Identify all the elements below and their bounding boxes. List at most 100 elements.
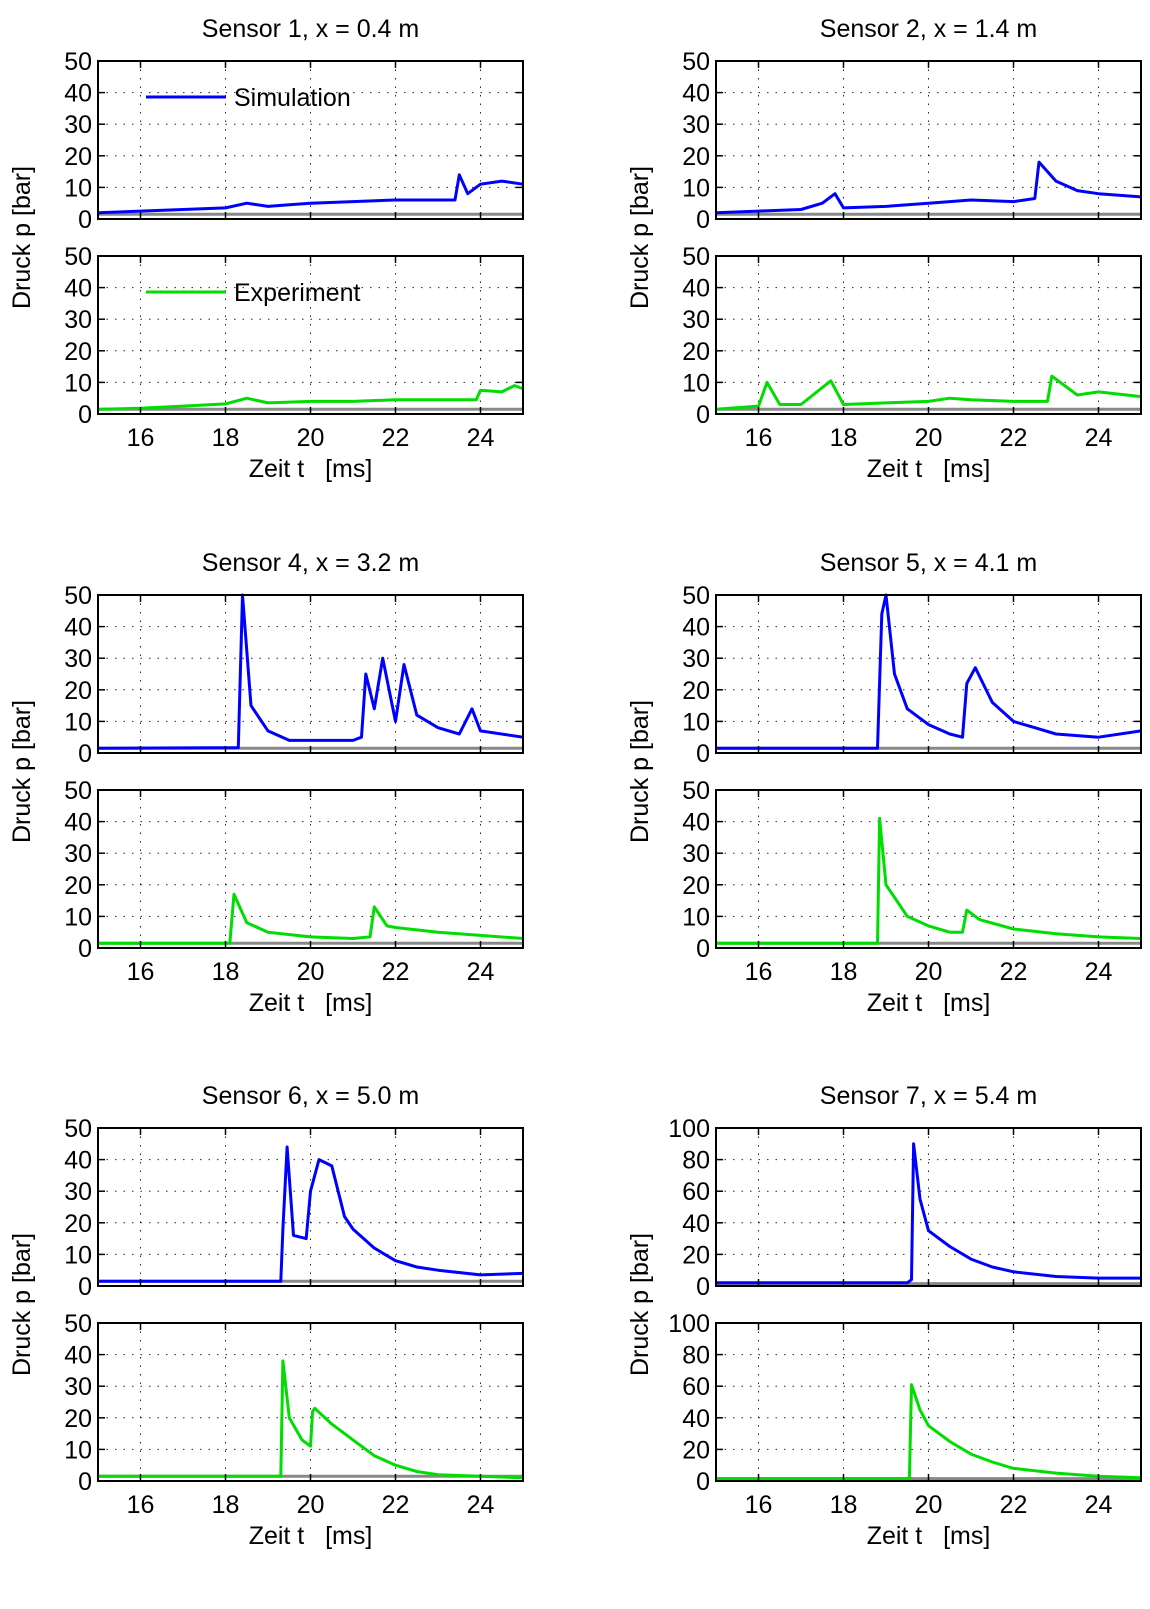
axes-experiment: 0 10 20 30 40 50 16 18 20 22 24 Zeit t [ms] bbox=[64, 1310, 524, 1550]
y-tick-label: 40 bbox=[682, 1210, 710, 1238]
y-tick-label: 20 bbox=[64, 677, 92, 705]
y-tick-label: 0 bbox=[696, 401, 710, 429]
x-tick-label: 16 bbox=[127, 958, 155, 986]
x-tick-label: 16 bbox=[127, 424, 155, 452]
y-tick-label: 50 bbox=[64, 243, 92, 271]
y-tick-label: 40 bbox=[64, 80, 92, 108]
x-tick-label: 24 bbox=[1085, 958, 1113, 986]
x-tick-label: 24 bbox=[467, 958, 495, 986]
y-axis-label: Druck p [bar] bbox=[8, 166, 36, 309]
axes-frame bbox=[715, 1322, 1142, 1482]
y-tick-label: 50 bbox=[682, 777, 710, 805]
axes-frame bbox=[97, 594, 524, 754]
y-tick-label: 40 bbox=[64, 275, 92, 303]
panel-title: Sensor 7, x = 5.4 m bbox=[820, 1082, 1037, 1110]
y-tick-label: 30 bbox=[64, 840, 92, 868]
x-tick-label: 20 bbox=[915, 958, 943, 986]
y-tick-label: 0 bbox=[696, 1273, 710, 1301]
y-tick-label: 60 bbox=[682, 1178, 710, 1206]
y-tick-label: 10 bbox=[64, 1241, 92, 1269]
x-tick-label: 22 bbox=[1000, 958, 1028, 986]
series-line-simulation bbox=[97, 593, 524, 750]
series-line-experiment bbox=[97, 384, 524, 411]
y-tick-label: 20 bbox=[682, 338, 710, 366]
y-tick-label: 40 bbox=[64, 1147, 92, 1175]
y-tick-label: 50 bbox=[682, 48, 710, 76]
y-tick-label: 0 bbox=[78, 935, 92, 963]
y-tick-label: 40 bbox=[64, 1342, 92, 1370]
y-tick-label: 10 bbox=[64, 369, 92, 397]
y-tick-label: 40 bbox=[682, 1405, 710, 1433]
y-tick-label: 20 bbox=[64, 143, 92, 171]
y-tick-label: 20 bbox=[682, 143, 710, 171]
axes-frame bbox=[715, 1127, 1142, 1287]
series-line-simulation bbox=[98, 1145, 524, 1283]
series-line-simulation bbox=[716, 593, 1142, 750]
axes-simulation: 0 20 40 60 80 100 bbox=[668, 1115, 1142, 1301]
y-tick-label: 20 bbox=[64, 1405, 92, 1433]
y-tick-label: 20 bbox=[682, 677, 710, 705]
y-tick-label: 40 bbox=[64, 614, 92, 642]
y-tick-label: 0 bbox=[696, 740, 710, 768]
x-tick-label: 16 bbox=[745, 1491, 773, 1519]
y-tick-label: 50 bbox=[64, 582, 92, 610]
axes-frame bbox=[715, 594, 1142, 754]
y-tick-label: 10 bbox=[64, 708, 92, 736]
y-tick-label: 40 bbox=[682, 809, 710, 837]
y-tick-label: 20 bbox=[64, 338, 92, 366]
y-tick-label: 10 bbox=[64, 174, 92, 202]
y-tick-label: 10 bbox=[64, 903, 92, 931]
y-tick-label: 30 bbox=[64, 306, 92, 334]
y-tick-label: 10 bbox=[682, 903, 710, 931]
axes-simulation: 0 10 20 30 40 50 Simulation bbox=[64, 48, 524, 234]
sensor-panel-3: Sensor 4, x = 3.2 m Druck p [bar] 0 10 20 30 4… bbox=[8, 549, 524, 1017]
y-tick-label: 0 bbox=[78, 1273, 92, 1301]
y-tick-label: 100 bbox=[668, 1310, 710, 1338]
sensor-panel-4: Sensor 5, x = 4.1 m Druck p [bar] 0 10 20 30 4… bbox=[626, 549, 1142, 1017]
panel-title: Sensor 2, x = 1.4 m bbox=[820, 15, 1037, 43]
x-tick-label: 16 bbox=[745, 958, 773, 986]
y-tick-label: 0 bbox=[696, 206, 710, 234]
legend-label: Experiment bbox=[234, 279, 360, 307]
legend-label: Simulation bbox=[234, 84, 351, 112]
x-tick-label: 18 bbox=[212, 1491, 240, 1519]
axes-experiment: 0 10 20 30 40 50 16 18 20 22 24 Zeit t [ms] bbox=[682, 243, 1142, 483]
y-tick-label: 30 bbox=[682, 645, 710, 673]
x-tick-label: 24 bbox=[1085, 424, 1113, 452]
x-tick-label: 16 bbox=[745, 424, 773, 452]
y-tick-label: 0 bbox=[78, 1468, 92, 1496]
y-tick-label: 50 bbox=[64, 1115, 92, 1143]
axes-experiment: 0 10 20 30 40 50 16 18 20 22 24 Zeit t [ms] bbox=[682, 777, 1142, 1017]
legend-simulation: Simulation bbox=[146, 84, 351, 112]
axes-frame bbox=[97, 1322, 524, 1482]
y-tick-label: 20 bbox=[682, 1436, 710, 1464]
axes-experiment: 0 20 40 60 80 100 16 18 20 22 24 Zeit t [ms] bbox=[668, 1310, 1142, 1550]
x-tick-label: 20 bbox=[297, 958, 325, 986]
x-axis-label: Zeit t [ms] bbox=[249, 989, 373, 1017]
x-axis-label: Zeit t [ms] bbox=[249, 455, 373, 483]
x-tick-label: 16 bbox=[127, 1491, 155, 1519]
x-tick-label: 20 bbox=[297, 1491, 325, 1519]
y-tick-label: 10 bbox=[682, 369, 710, 397]
x-tick-label: 18 bbox=[830, 958, 858, 986]
y-tick-label: 80 bbox=[682, 1147, 710, 1175]
y-axis-label: Druck p [bar] bbox=[626, 166, 654, 309]
y-tick-label: 0 bbox=[78, 401, 92, 429]
y-tick-label: 0 bbox=[696, 935, 710, 963]
x-axis-label: Zeit t [ms] bbox=[867, 989, 991, 1017]
panel-title: Sensor 6, x = 5.0 m bbox=[202, 1082, 419, 1110]
sensor-panel-1: Sensor 1, x = 0.4 m Druck p [bar] 0 10 20 30 4… bbox=[8, 15, 524, 483]
x-tick-label: 18 bbox=[212, 958, 240, 986]
axes-simulation: 0 10 20 30 40 50 bbox=[682, 48, 1142, 234]
axes-frame bbox=[715, 60, 1142, 220]
x-axis-label: Zeit t [ms] bbox=[867, 455, 991, 483]
legend-experiment: Experiment bbox=[146, 279, 360, 307]
x-tick-label: 22 bbox=[382, 1491, 410, 1519]
x-tick-label: 22 bbox=[1000, 1491, 1028, 1519]
y-tick-label: 20 bbox=[64, 1210, 92, 1238]
y-tick-label: 20 bbox=[682, 1241, 710, 1269]
panel-title: Sensor 1, x = 0.4 m bbox=[202, 15, 419, 43]
series-line-experiment bbox=[98, 1359, 524, 1480]
y-axis-label: Druck p [bar] bbox=[626, 700, 654, 843]
x-tick-label: 18 bbox=[830, 424, 858, 452]
